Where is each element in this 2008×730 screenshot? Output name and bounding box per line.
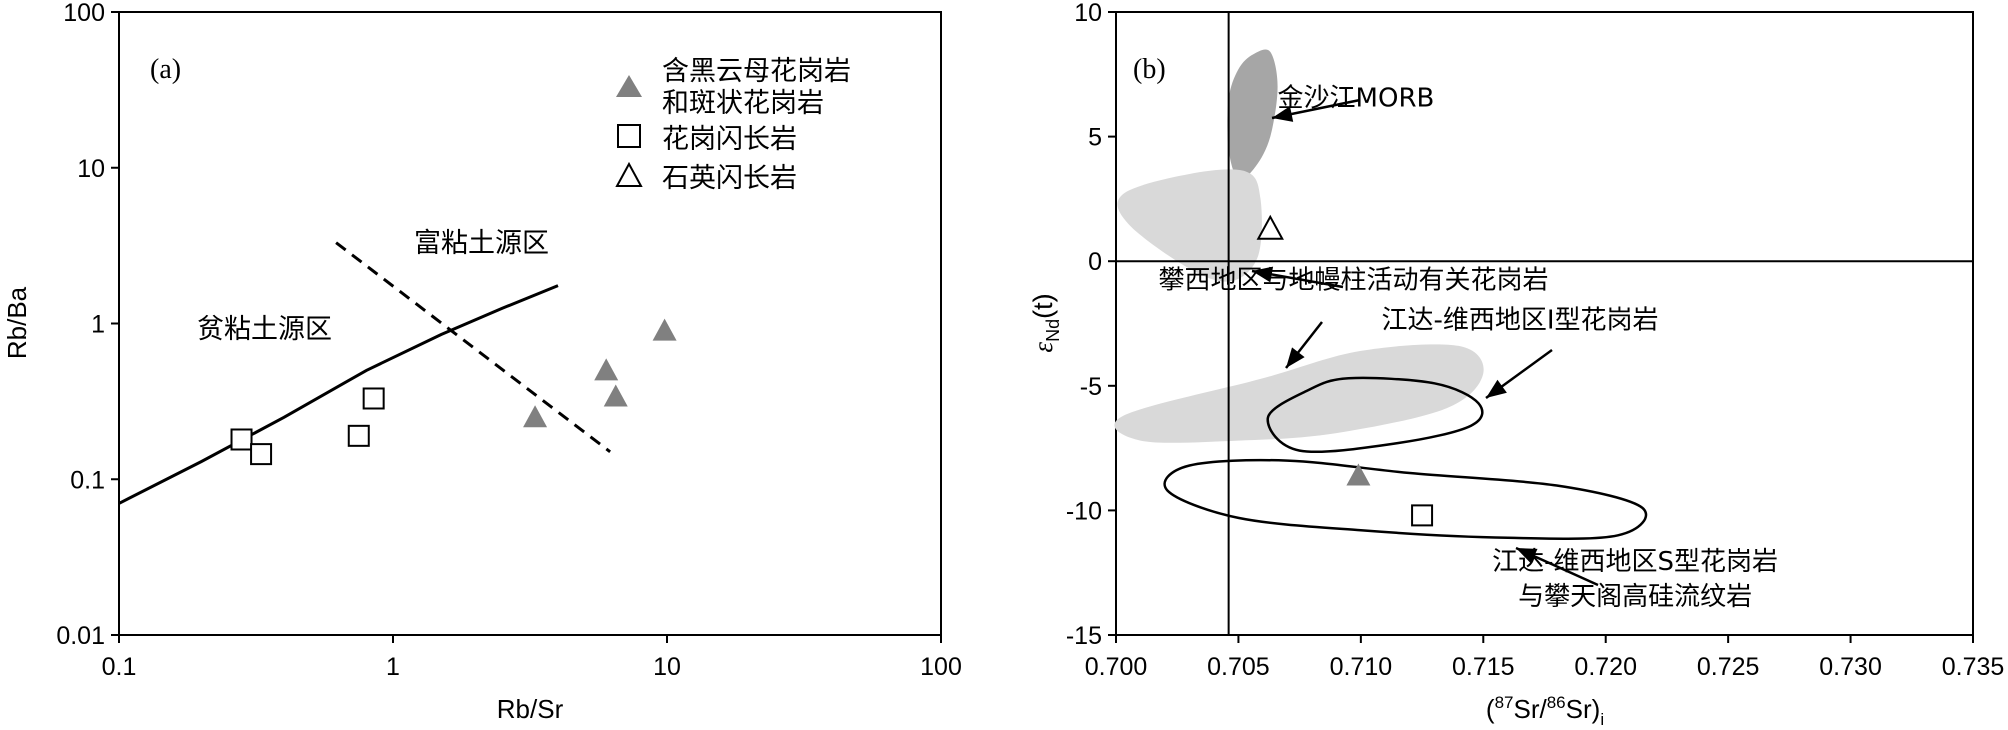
panel-b-x-tick-label: 0.730 <box>1819 653 1882 681</box>
panel-a-x-tick-label: 10 <box>653 653 681 681</box>
xlabel-tail: Sr) <box>1566 694 1601 724</box>
panel-a-point-open-square <box>362 387 385 410</box>
xlabel-sup1: 87 <box>1495 693 1514 712</box>
panel-a-dashed-boundary-line <box>335 241 612 453</box>
panel-b-x-tick-label: 0.705 <box>1207 653 1270 681</box>
legend-label-series-1-line-2: 和斑状花岗岩 <box>662 88 824 119</box>
panel-b-point-open-square <box>1411 504 1434 527</box>
panel-b-field-2 <box>1117 169 1262 282</box>
panel-b-x-tick-label: 0.725 <box>1697 653 1760 681</box>
panel-b-x-tick-label: 0.710 <box>1330 653 1393 681</box>
panel-b-y-tick-label: 5 <box>1088 124 1102 152</box>
panel-b-plot-frame <box>1115 11 1974 636</box>
panel-b-y-tick-label: -10 <box>1066 497 1102 525</box>
legend-label-series-1-line-1: 含黑云母花岗岩 <box>662 56 851 87</box>
panel-b-x-tick-label: 0.715 <box>1452 653 1515 681</box>
panel-a-point-filled-triangle <box>652 318 677 341</box>
arrow-head <box>1252 266 1274 283</box>
legend-marker-open-square <box>617 124 641 148</box>
panel-a-label: (a) <box>150 54 181 85</box>
panel-a-point-open-square <box>230 428 253 451</box>
legend-label-series-3: 石英闪长岩 <box>662 163 797 194</box>
panel-b-x-axis-label: (87Sr/86Sr)i <box>1486 693 1604 729</box>
legend-marker-open-triangle <box>615 161 643 187</box>
panel-b-field-label-3: 江达-维西地区I型花岗岩 <box>1381 305 1658 335</box>
panel-a-x-tick-label: 1 <box>386 653 400 681</box>
panel-b-x-tick-label: 0.720 <box>1574 653 1637 681</box>
panel-b-field-1 <box>1227 49 1278 180</box>
panel-b-y-tick-label: 10 <box>1074 0 1102 27</box>
panel-b-field-label-1: 金沙江MORB <box>1278 84 1435 114</box>
panel-a-point-filled-triangle <box>594 358 619 381</box>
annotation-rich-clay: 富粘土源区 <box>414 228 549 259</box>
panel-a-point-open-square <box>347 424 370 447</box>
panel-a-legend: 含黑云母花岗岩 和斑状花岗岩 花岗闪长岩 石英闪长岩 <box>615 56 851 194</box>
panel-b-y-axis-label: εNd(t) <box>1028 293 1063 352</box>
panel-b-y-tick-label: -5 <box>1080 373 1102 401</box>
panel-a-solid-boundary-curve <box>118 284 559 505</box>
panel-a-y-tick-label: 1 <box>91 311 105 339</box>
arrow-head <box>1272 106 1294 122</box>
panel-a-y-axis-label: Rb/Ba <box>2 286 32 359</box>
panel-b-field-label-2: 攀西地区与地幔柱活动有关花岗岩 <box>1159 266 1549 296</box>
panel-b-y-tick-label: -15 <box>1066 622 1102 650</box>
panel-b-field-label-5: 与攀天阁高硅流纹岩 <box>1518 582 1752 612</box>
panel-a-point-filled-triangle <box>523 405 548 428</box>
xlabel-open: ( <box>1486 694 1495 724</box>
panel-b-field-label-4: 江达-维西地区S型花岗岩 <box>1492 547 1778 577</box>
arrow-head <box>1486 379 1507 398</box>
ylabel-sub: Nd <box>1043 319 1063 342</box>
panel-a-y-tick-label: 0.01 <box>56 622 105 650</box>
ylabel-eps: ε <box>1028 342 1058 353</box>
panel-b-x-tick-label: 0.700 <box>1085 653 1148 681</box>
panel-b-x-tick-label: 0.735 <box>1942 653 2005 681</box>
panel-b-y-tick-label: 0 <box>1088 248 1102 276</box>
xlabel-mid: Sr/ <box>1513 694 1547 724</box>
legend-label-series-2: 花岗闪长岩 <box>662 124 797 155</box>
panel-b-point-open-triangle <box>1256 214 1284 240</box>
panel-a-y-tick-label: 100 <box>63 0 105 27</box>
panel-a-point-open-square <box>250 443 273 466</box>
panel-a-point-filled-triangle <box>603 384 628 407</box>
legend-marker-filled-triangle <box>616 75 642 97</box>
panel-b-field-5 <box>1163 458 1648 540</box>
panel-a-x-axis-label: Rb/Sr <box>497 694 564 724</box>
xlabel-sup2: 86 <box>1547 693 1566 712</box>
panel-b-field-4 <box>1266 376 1484 454</box>
arrow-head <box>1516 548 1538 564</box>
arrow-head <box>1286 347 1305 368</box>
panel-a-y-tick-label: 10 <box>77 155 105 183</box>
panel-a-x-tick-label: 0.1 <box>102 653 137 681</box>
panel-a-x-tick-label: 100 <box>920 653 962 681</box>
xlabel-sub: i <box>1600 710 1604 729</box>
annotation-poor-clay: 贫粘土源区 <box>197 314 332 345</box>
panel-b-label: (b) <box>1133 54 1166 85</box>
panel-a-y-tick-label: 0.1 <box>70 466 105 494</box>
panel-b-point-filled-triangle <box>1346 463 1371 486</box>
panel-b-chart: 金沙江MORB 攀西地区与地幔柱活动有关花岗岩江达-维西地区I型花岗岩江达-维西地… <box>1028 0 2004 729</box>
ylabel-tail: (t) <box>1028 293 1058 318</box>
